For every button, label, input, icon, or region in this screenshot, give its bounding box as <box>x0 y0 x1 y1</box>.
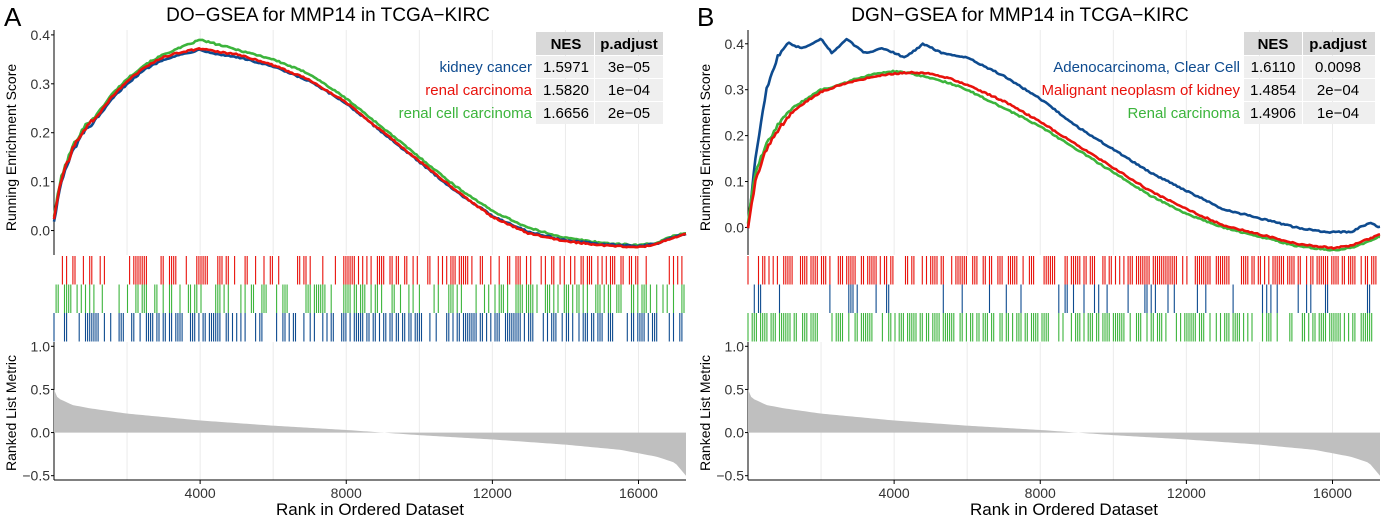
y-axis-label-top: Running Enrichment Score <box>697 64 713 232</box>
table-header-padjust: p.adjust <box>600 36 658 53</box>
table-padjust-value: 1e−04 <box>1317 105 1359 122</box>
x-axis-label: Rank in Ordered Dataset <box>970 500 1158 519</box>
table-cell <box>595 79 663 101</box>
running-es-line-renal-cell-carcinoma <box>52 38 687 248</box>
gene-hit-marks <box>53 313 683 342</box>
panel-letter: B <box>697 2 714 32</box>
y-tick-label-bottom: 0.5 <box>725 381 745 397</box>
legend-label: Adenocarcinoma, Clear Cell <box>1053 59 1240 76</box>
x-tick-label: 8000 <box>1025 485 1056 501</box>
legend-label: renal cell carcinoma <box>399 105 533 122</box>
y-tick-label-top: 0.3 <box>725 82 745 98</box>
y-tick-label-bottom: 0.0 <box>31 425 51 441</box>
gene-hit-marks <box>61 256 683 285</box>
table-cell <box>1303 56 1375 78</box>
table-padjust-value: 2e−04 <box>1317 82 1359 99</box>
ranked-metric-area <box>54 389 686 476</box>
y-axis-label-top: Running Enrichment Score <box>3 64 19 232</box>
panel-b: B DGN−GSEA for MMP14 in TCGA−KIRC 0.0 0.1 0.… <box>697 2 1381 519</box>
gene-hit-marks <box>747 256 1377 285</box>
y-tick-label-bottom: 0.0 <box>725 425 745 441</box>
gene-track-kidney-cancer <box>53 313 683 342</box>
x-tick-label: 8000 <box>331 485 362 501</box>
chart-title: DO−GSEA for MMP14 in TCGA−KIRC <box>166 5 490 26</box>
table-nes-value: 1.4906 <box>1250 105 1296 122</box>
running-es-line-renal-carcinoma <box>52 47 687 249</box>
y-tick-label-top: 0.1 <box>725 174 745 190</box>
x-tick-label: 16000 <box>1313 485 1352 501</box>
table-cell <box>595 56 663 78</box>
table-cell <box>536 79 594 101</box>
table-cell <box>1303 102 1375 124</box>
y-axis-label-bottom: Ranked List Metric <box>3 355 19 471</box>
x-tick-label: 12000 <box>473 485 512 501</box>
x-tick-label: 4000 <box>879 485 910 501</box>
running-es-line-malignant-neoplasm-of-kidney <box>746 70 1381 250</box>
ranked-metric-area <box>748 389 1380 476</box>
gene-hit-marks <box>747 313 1373 342</box>
table-cell <box>536 56 594 78</box>
y-tick-label-top: 0.3 <box>31 76 51 92</box>
panel-letter: A <box>4 2 22 32</box>
legend-label: kidney cancer <box>439 59 532 76</box>
gene-hit-marks <box>55 284 685 313</box>
y-tick-label-bottom: −0.5 <box>22 468 50 484</box>
table-padjust-value: 3e−05 <box>608 59 650 76</box>
table-cell <box>1303 79 1375 101</box>
table-header-nes: NES <box>1258 36 1289 53</box>
x-tick-label: 12000 <box>1167 485 1206 501</box>
y-tick-label-bottom: −0.5 <box>716 468 744 484</box>
y-tick-label-top: 0.0 <box>31 223 51 239</box>
table-nes-value: 1.4854 <box>1250 82 1296 99</box>
table-cell <box>595 102 663 124</box>
table-padjust-value: 0.0098 <box>1315 59 1361 76</box>
running-es-line-renal-carcinoma <box>746 69 1381 252</box>
y-tick-label-top: 0.4 <box>725 36 745 52</box>
gene-track-adenocarcinoma-clear-cell <box>753 284 1371 313</box>
table-cell <box>1244 102 1302 124</box>
table-header-nes: NES <box>551 36 582 53</box>
y-axis-label-bottom: Ranked List Metric <box>697 355 713 471</box>
gene-track-renal-cell-carcinoma <box>55 284 685 313</box>
table-cell <box>536 102 594 124</box>
table-header-cell <box>1303 32 1375 55</box>
y-tick-label-top: 0.4 <box>31 27 51 43</box>
x-axis-label: Rank in Ordered Dataset <box>276 500 464 519</box>
x-tick-label: 4000 <box>185 485 216 501</box>
table-cell <box>1244 79 1302 101</box>
table-nes-value: 1.5971 <box>543 59 589 76</box>
table-padjust-value: 2e−05 <box>608 105 650 122</box>
chart-title: DGN−GSEA for MMP14 in TCGA−KIRC <box>851 5 1189 26</box>
panel-a: A DO−GSEA for MMP14 in TCGA−KIRC 0.0 0.1 0.2… <box>3 2 687 519</box>
table-nes-value: 1.6110 <box>1251 59 1296 76</box>
y-tick-label-bottom: 0.5 <box>31 381 51 397</box>
gene-hit-marks <box>753 284 1371 313</box>
y-tick-label-bottom: 1.0 <box>725 338 745 354</box>
nes-table: NES p.adjust Adenocarcinoma, Clear Cell 1.6… <box>1042 32 1375 124</box>
table-cell <box>1244 56 1302 78</box>
running-es-line-adenocarcinoma-clear-cell <box>746 37 1381 234</box>
x-tick-label: 16000 <box>619 485 658 501</box>
table-header-cell <box>595 32 663 55</box>
nes-table: NES p.adjust kidney cancer 1.5971 3e−05 renal… <box>399 32 663 124</box>
legend-label: Renal carcinoma <box>1127 105 1240 122</box>
y-tick-label-bottom: 1.0 <box>31 338 51 354</box>
y-tick-label-top: 0.1 <box>31 174 51 190</box>
gene-track-renal-carcinoma <box>61 256 683 285</box>
table-header-padjust: p.adjust <box>1309 36 1367 53</box>
y-tick-label-top: 0.2 <box>31 125 51 141</box>
legend-label: renal carcinoma <box>425 82 532 99</box>
table-nes-value: 1.5820 <box>543 82 589 99</box>
table-nes-value: 1.6656 <box>543 105 589 122</box>
gene-track-renal-carcinoma <box>747 313 1373 342</box>
legend-label: Malignant neoplasm of kidney <box>1042 82 1241 99</box>
table-header-cell <box>1244 32 1302 55</box>
y-tick-label-top: 0.0 <box>725 219 745 235</box>
gene-track-malignant-neoplasm-of-kidney <box>747 256 1377 285</box>
y-tick-label-top: 0.2 <box>725 128 745 144</box>
table-header-cell <box>536 32 594 55</box>
table-padjust-value: 1e−04 <box>608 82 650 99</box>
